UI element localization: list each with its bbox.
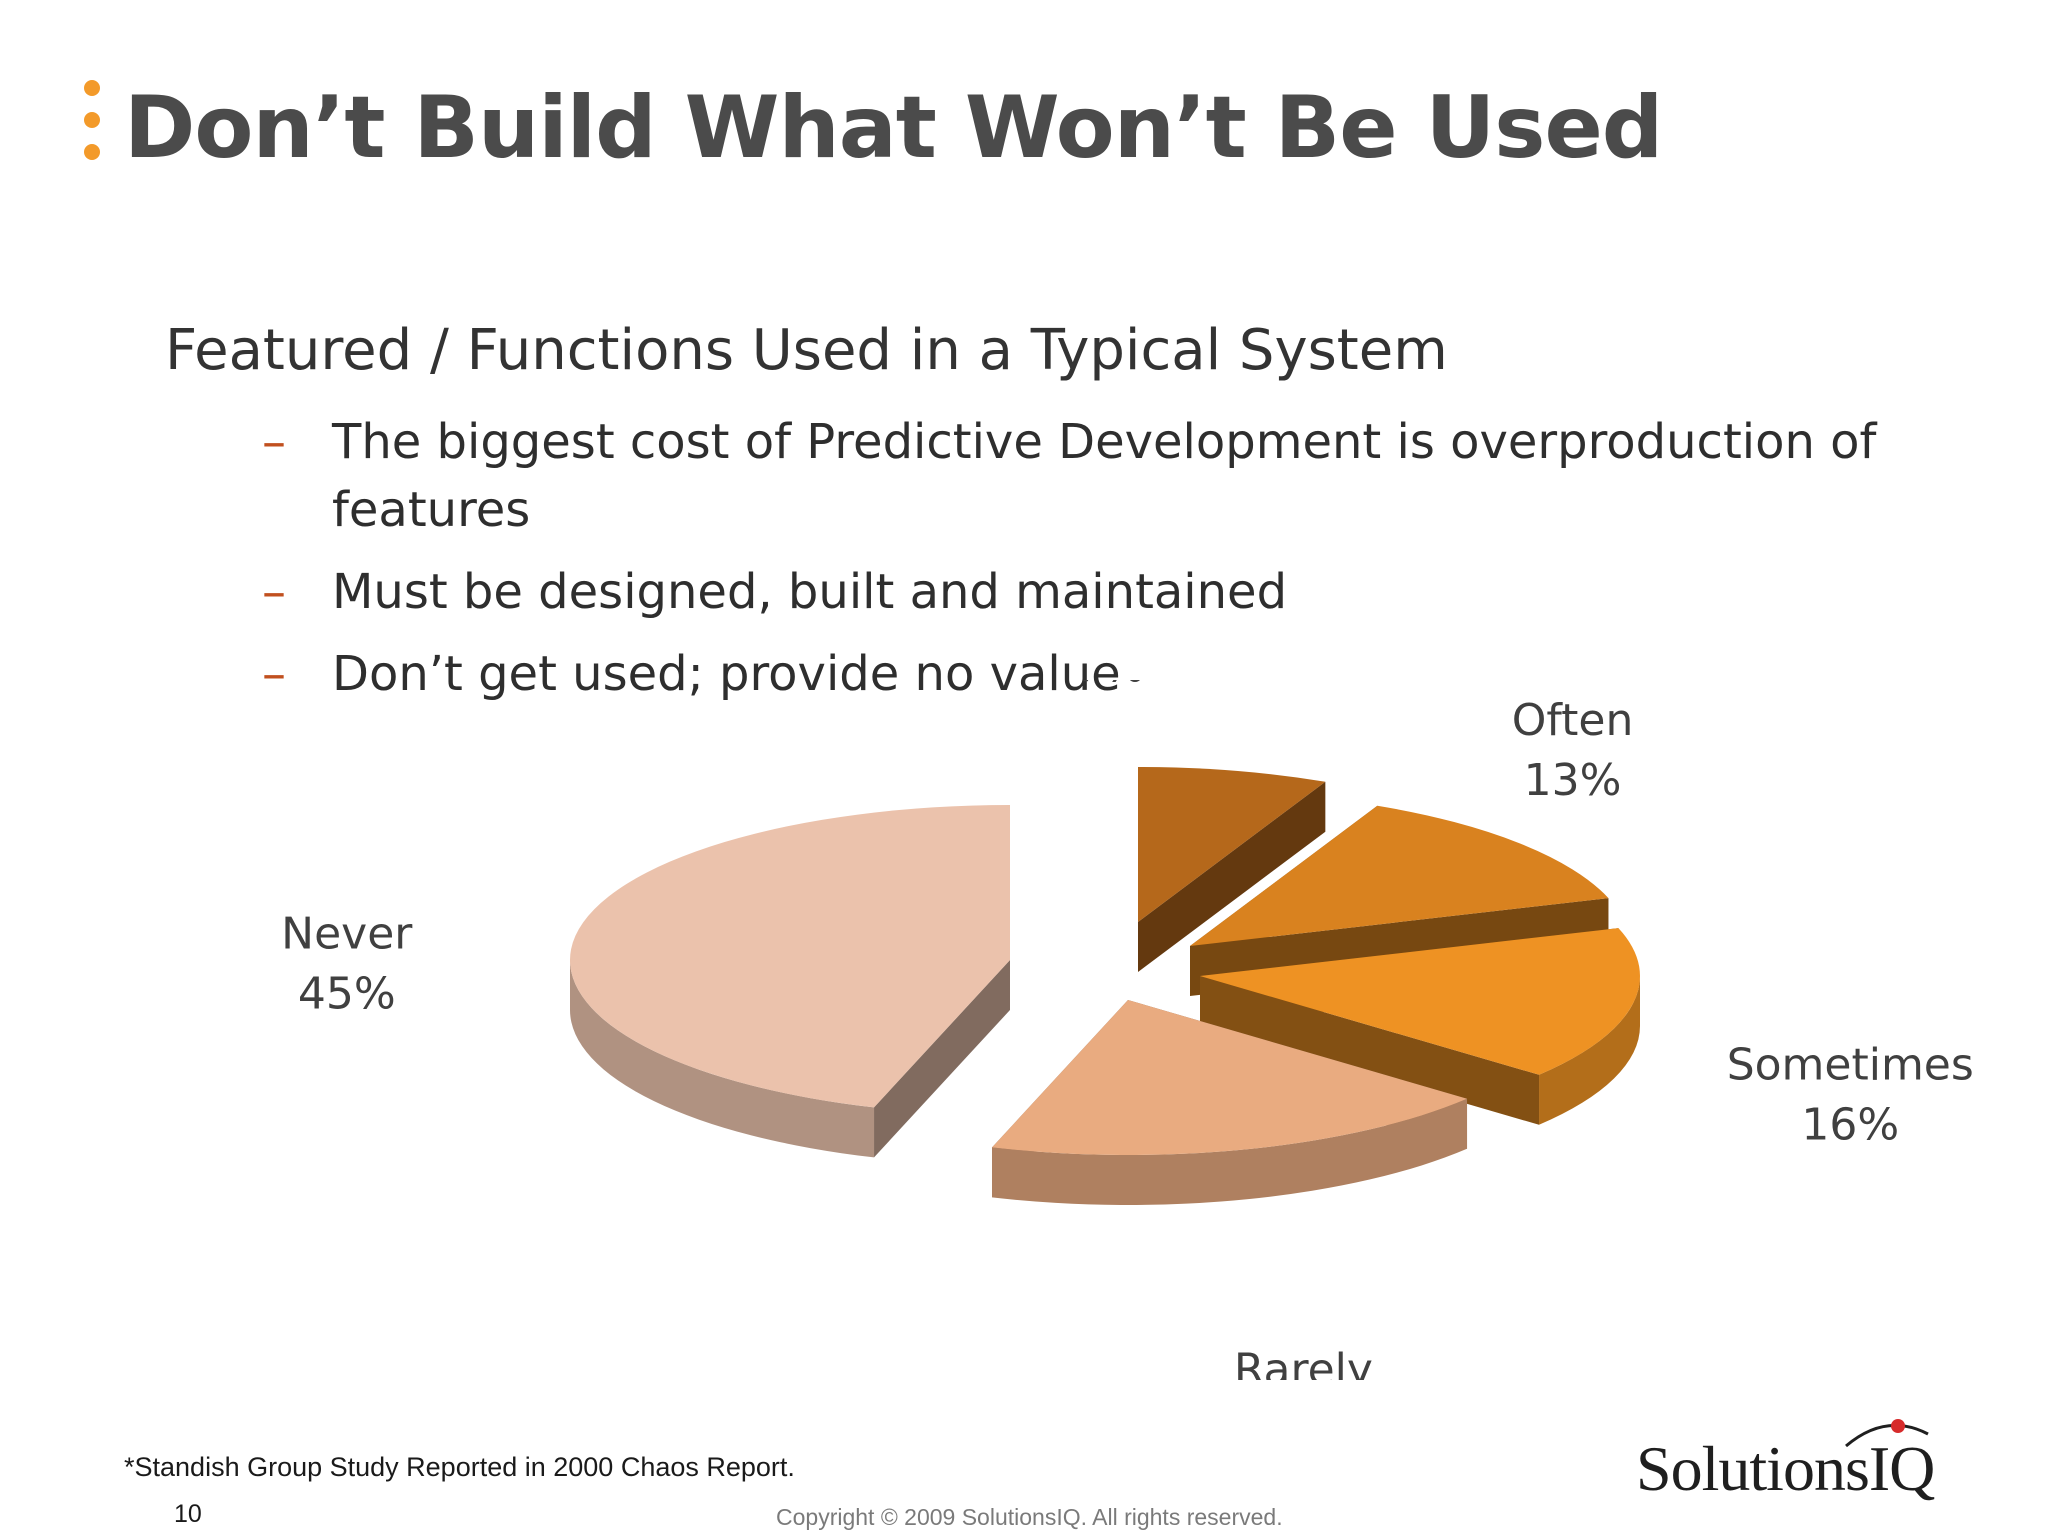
slice-name-label: Never (281, 909, 413, 960)
slide-title: Don’t Build What Won’t Be Used (124, 78, 1663, 178)
pie-label-sometimes: Sometimes 16% (1727, 1040, 1974, 1151)
pie-slices (570, 767, 1640, 1205)
pie-labels: Always7% Often 13% Sometimes 16% Rarely19% Nev… (281, 680, 1974, 1380)
slice-name-label: Sometimes (1727, 1040, 1974, 1091)
dot-icon (84, 80, 100, 96)
slice-percent-label: 13% (1524, 755, 1622, 806)
slice-percent-label: 16% (1801, 1100, 1899, 1151)
company-logo: SolutionsIQ (1636, 1404, 1966, 1514)
bullet-text: Don’t get used; provide no value (332, 646, 1121, 702)
pie-label-always: Always7% (1075, 680, 1145, 692)
bullet-item: – Must be designed, built and maintained (262, 558, 1902, 626)
dash-icon: – (262, 646, 286, 702)
pie-slice-never (570, 805, 1010, 1158)
logo-text: SolutionsIQ (1636, 1433, 1935, 1504)
pie-slice-always (1138, 767, 1326, 972)
slice-percent-label: 7% (1075, 680, 1145, 692)
pie-slice-rarely (992, 1000, 1468, 1205)
bullet-item: – Don’t get used; provide no value (262, 640, 1902, 708)
pie-chart: Always7% Often 13% Sometimes 16% Rarely19% Nev… (281, 680, 1974, 1380)
dash-icon: – (262, 414, 286, 470)
footnote: *Standish Group Study Reported in 2000 C… (124, 1452, 795, 1482)
pie-label-often: Often 13% (1512, 695, 1634, 806)
dot-icon (84, 112, 100, 128)
title-bullet-dots (84, 80, 104, 166)
slide-subtitle: Featured / Functions Used in a Typical S… (165, 318, 1448, 383)
bullet-text: Must be designed, built and maintained (332, 564, 1288, 620)
slice-name-label: Often (1512, 695, 1634, 746)
bullet-text: The biggest cost of Predictive Developme… (332, 414, 1877, 538)
logo-arc-icon (1845, 1419, 1929, 1448)
bullet-list: – The biggest cost of Predictive Developm… (262, 408, 1902, 722)
dash-icon: – (262, 564, 286, 620)
pie-label-rarely: Rarely19% (1234, 1344, 1373, 1380)
slice-percent-label: 45% (298, 969, 396, 1020)
pie-label-never: Never 45% (281, 909, 413, 1020)
copyright-notice: Copyright © 2009 SolutionsIQ. All rights… (776, 1504, 1283, 1530)
dot-icon (84, 144, 100, 160)
slice-name-label: Rarely (1234, 1344, 1373, 1380)
bullet-item: – The biggest cost of Predictive Developm… (262, 408, 1902, 544)
pie-slice-sometimes (1200, 928, 1640, 1125)
page-number: 10 (174, 1500, 202, 1528)
